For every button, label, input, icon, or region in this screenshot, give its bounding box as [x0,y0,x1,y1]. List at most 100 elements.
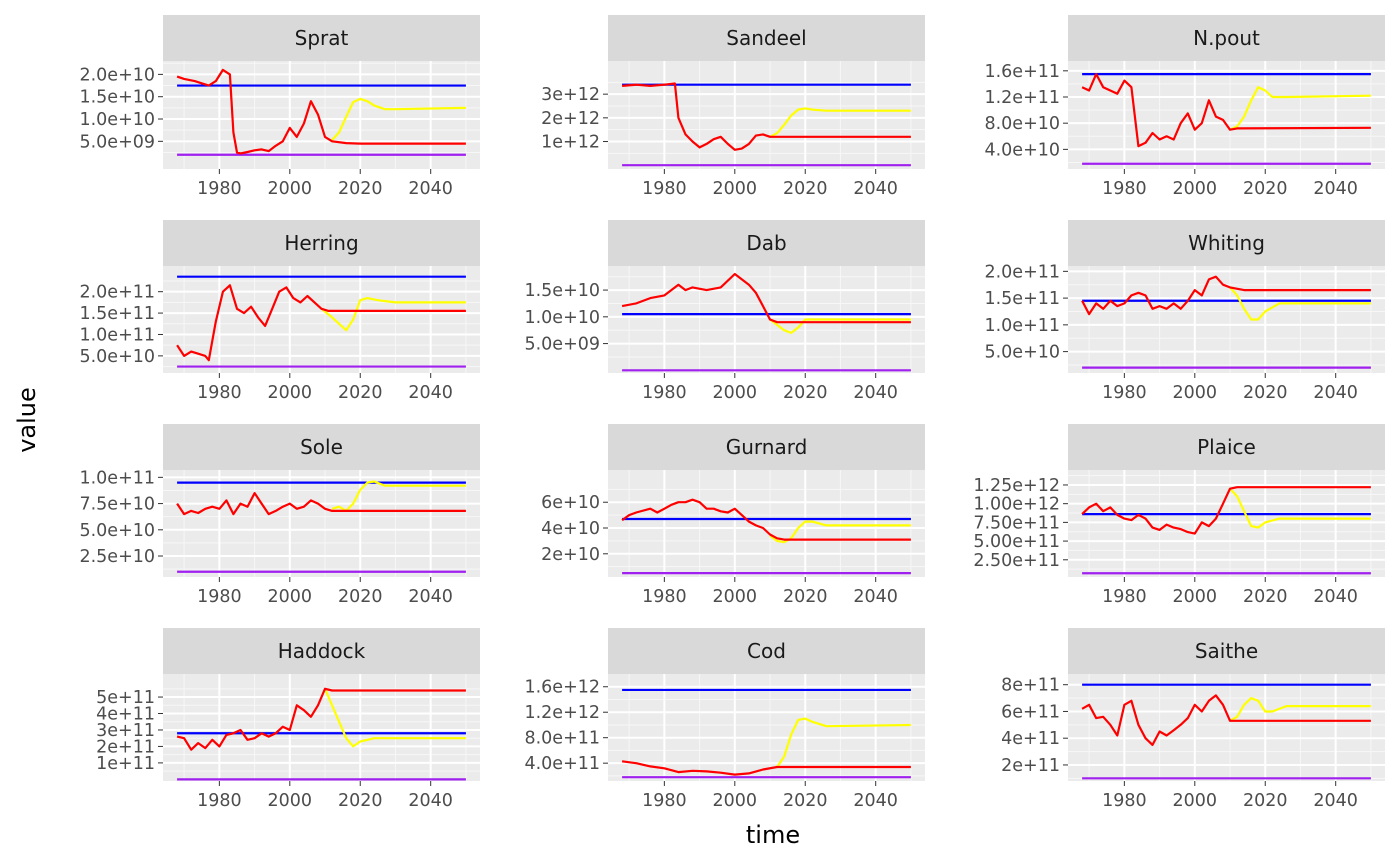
y-tick-label: 8.0e+10 [984,114,1060,134]
y-tick-label: 1.5e+11 [79,304,155,324]
x-tick-label: 2020 [338,587,383,607]
y-tick-label: 2.50e+11 [973,551,1060,571]
x-tick-label: 2040 [1313,383,1358,403]
historical-projection-line [176,687,466,751]
y-tick-label: 1.0e+10 [524,308,600,328]
x-tick-label: 2040 [1313,791,1358,811]
x-tick-label: 2000 [1173,179,1218,199]
y-tick-label: 5e+11 [96,688,155,708]
panel-sole: Sole 1980 2000 2020 2040 2.5e+10 5.0e+10 7.5e+1… [79,424,480,607]
facet-strip [1068,424,1385,470]
y-tick-label: 1.00e+12 [973,495,1060,515]
y-tick-label: 2.0e+11 [984,262,1060,282]
facet-panels: Sprat 1980 2000 2020 2040 5.0e+09 1.0e+10 1.5e+… [79,15,1385,811]
x-tick-label: 2040 [853,587,898,607]
facet-strip-label: Plaice [1197,435,1256,459]
panel-background [608,61,925,169]
x-tick-label: 2020 [783,383,828,403]
x-tick-label: 2020 [338,791,383,811]
panel-haddock: Haddock 1980 2000 2020 2040 1e+112e+113e+114e… [96,628,480,811]
x-tick-label: 2040 [1313,179,1358,199]
x-tick-label: 2000 [713,383,758,403]
y-tick-label: 5.0e+10 [79,521,155,541]
historical-projection-line [176,492,466,516]
y-tick-label: 1.5e+10 [524,281,600,301]
historical-projection-line [176,284,466,362]
x-tick-label: 1980 [642,791,687,811]
y-tick-label: 1.5e+11 [984,289,1060,309]
x-tick-label: 1980 [1102,587,1147,607]
x-tick-label: 2000 [1173,587,1218,607]
panel-background [1068,674,1385,781]
x-tick-label: 2020 [338,179,383,199]
alternative-projection-line [1229,286,1371,321]
facet-strip-label: Haddock [278,639,366,663]
facet-strip-label: Gurnard [726,435,808,459]
historical-projection-line [1081,73,1371,148]
y-tick-label: 7.50e+11 [973,513,1060,533]
x-tick-label: 1980 [1102,791,1147,811]
x-tick-label: 2020 [783,791,828,811]
y-tick-label: 4.0e+11 [524,754,600,774]
facet-strip [608,15,925,61]
x-tick-label: 1980 [642,179,687,199]
alternative-projection-line [776,717,911,768]
alternative-projection-line [769,318,911,334]
panel-cod: Cod 1980 2000 2020 2040 4.0e+11 8.0e+11 1.2e+12… [524,628,925,811]
y-tick-label: 1.2e+12 [524,703,600,723]
x-axis-title: time [746,821,800,849]
x-tick-label: 2000 [268,791,313,811]
x-tick-label: 2040 [408,587,453,607]
y-tick-label: 1.0e+11 [79,468,155,488]
facet-strip [608,220,925,266]
historical-projection-line [1081,486,1371,535]
y-tick-label: 5.0e+09 [524,335,600,355]
x-tick-label: 2000 [713,179,758,199]
x-tick-label: 2020 [1243,383,1288,403]
facet-strip [608,628,925,674]
facet-strip-label: Sprat [295,26,349,50]
facet-strip-label: Dab [746,231,786,255]
facet-strip [163,15,480,61]
y-tick-label: 7.5e+10 [79,495,155,515]
y-tick-label: 1e+12 [541,133,600,153]
historical-projection-line [1081,275,1371,316]
panel-background [163,470,480,577]
alternative-projection-line [769,107,911,138]
facet-strip-label: Saithe [1195,639,1258,663]
y-tick-label: 8.0e+11 [524,729,600,749]
y-tick-label: 1.25e+12 [973,476,1060,496]
y-tick-label: 1.0e+11 [79,325,155,345]
y-axis-title: value [13,387,41,453]
y-tick-label: 6e+10 [541,493,600,513]
y-tick-label: 1.6e+12 [524,678,600,698]
y-tick-label: 4e+10 [541,519,600,539]
x-tick-label: 2040 [408,791,453,811]
facet-strip [163,220,480,266]
y-tick-label: 8e+11 [1001,676,1060,696]
y-tick-label: 2e+12 [541,109,600,129]
panel-background [608,470,925,577]
y-tick-label: 1.6e+11 [984,62,1060,82]
panel-background [1068,61,1385,169]
facet-strip [1068,628,1385,674]
x-tick-label: 2020 [1243,179,1288,199]
x-tick-label: 2000 [268,179,313,199]
facet-strip [1068,220,1385,266]
alternative-projection-line [323,688,466,748]
y-tick-label: 6e+11 [1001,702,1060,722]
y-tick-label: 5.0e+10 [79,347,155,367]
y-tick-label: 4.0e+10 [984,140,1060,160]
facet-strip-label: N.pout [1193,26,1260,50]
panel-background [1068,266,1385,373]
panel-plaice: Plaice 1980 2000 2020 2040 2.50e+115.00e+117.… [973,424,1385,607]
alternative-projection-line [769,520,911,544]
facet-strip [1068,15,1385,61]
y-tick-label: 4e+11 [1001,729,1060,749]
x-tick-label: 2000 [1173,383,1218,403]
y-tick-label: 3e+12 [541,85,600,105]
alternative-projection-line [331,97,466,141]
alternative-projection-line [1229,86,1371,131]
panel-saithe: Saithe 1980 2000 2020 2040 2e+11 4e+11 6e+11 8e+… [1001,628,1385,811]
y-tick-label: 4e+11 [96,705,155,725]
